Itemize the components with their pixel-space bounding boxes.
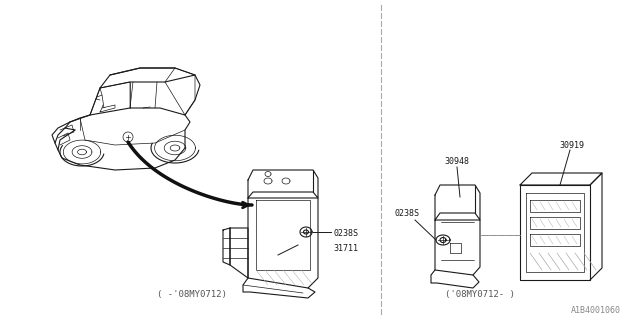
Text: 0238S: 0238S [394, 209, 419, 218]
Text: A1B4001060: A1B4001060 [571, 306, 621, 315]
Text: 0238S: 0238S [333, 228, 358, 237]
Text: ('08MY0712- ): ('08MY0712- ) [445, 290, 515, 299]
Text: 30919: 30919 [559, 140, 584, 149]
Text: 30948: 30948 [445, 156, 470, 165]
Text: ( -'08MY0712): ( -'08MY0712) [157, 290, 227, 299]
Text: 31711: 31711 [333, 244, 358, 252]
